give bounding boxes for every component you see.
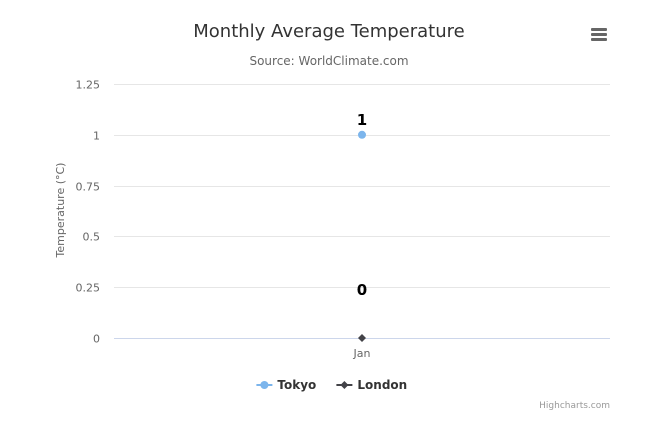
london-point[interactable] — [358, 334, 366, 342]
data-labels: 10 — [357, 111, 367, 299]
y-tick-label: 1 — [93, 130, 100, 143]
y-tick-label: 0.5 — [83, 231, 101, 244]
x-axis-ticks: Jan — [353, 347, 371, 360]
legend: Tokyo London — [256, 378, 407, 392]
chart-subtitle: Source: WorldClimate.com — [249, 54, 408, 68]
tokyo-data-label: 1 — [357, 111, 367, 129]
legend-symbol[interactable] — [260, 381, 269, 389]
london-data-label: 0 — [357, 281, 367, 299]
legend-item-london[interactable]: London — [336, 378, 407, 392]
legend-label: London — [357, 378, 407, 392]
tokyo-point[interactable] — [358, 130, 366, 139]
legend-symbol[interactable] — [340, 381, 349, 389]
series-markers — [358, 130, 366, 342]
chart-title: Monthly Average Temperature — [193, 21, 464, 42]
legend-item-tokyo[interactable]: Tokyo — [256, 378, 316, 392]
y-tick-label: 1.25 — [76, 79, 101, 92]
hamburger-menu-icon[interactable] — [586, 22, 612, 46]
y-axis-ticks: 0 0.25 0.5 0.75 1 1.25 — [76, 79, 101, 346]
legend-label: Tokyo — [277, 378, 316, 392]
x-tick-label: Jan — [353, 347, 371, 360]
credits-link[interactable]: Highcharts.com — [539, 401, 610, 411]
y-tick-label: 0 — [93, 333, 100, 346]
y-tick-label: 0.25 — [76, 282, 101, 295]
y-tick-label: 0.75 — [76, 181, 101, 194]
y-axis-title: Temperature (°C) — [54, 163, 67, 259]
